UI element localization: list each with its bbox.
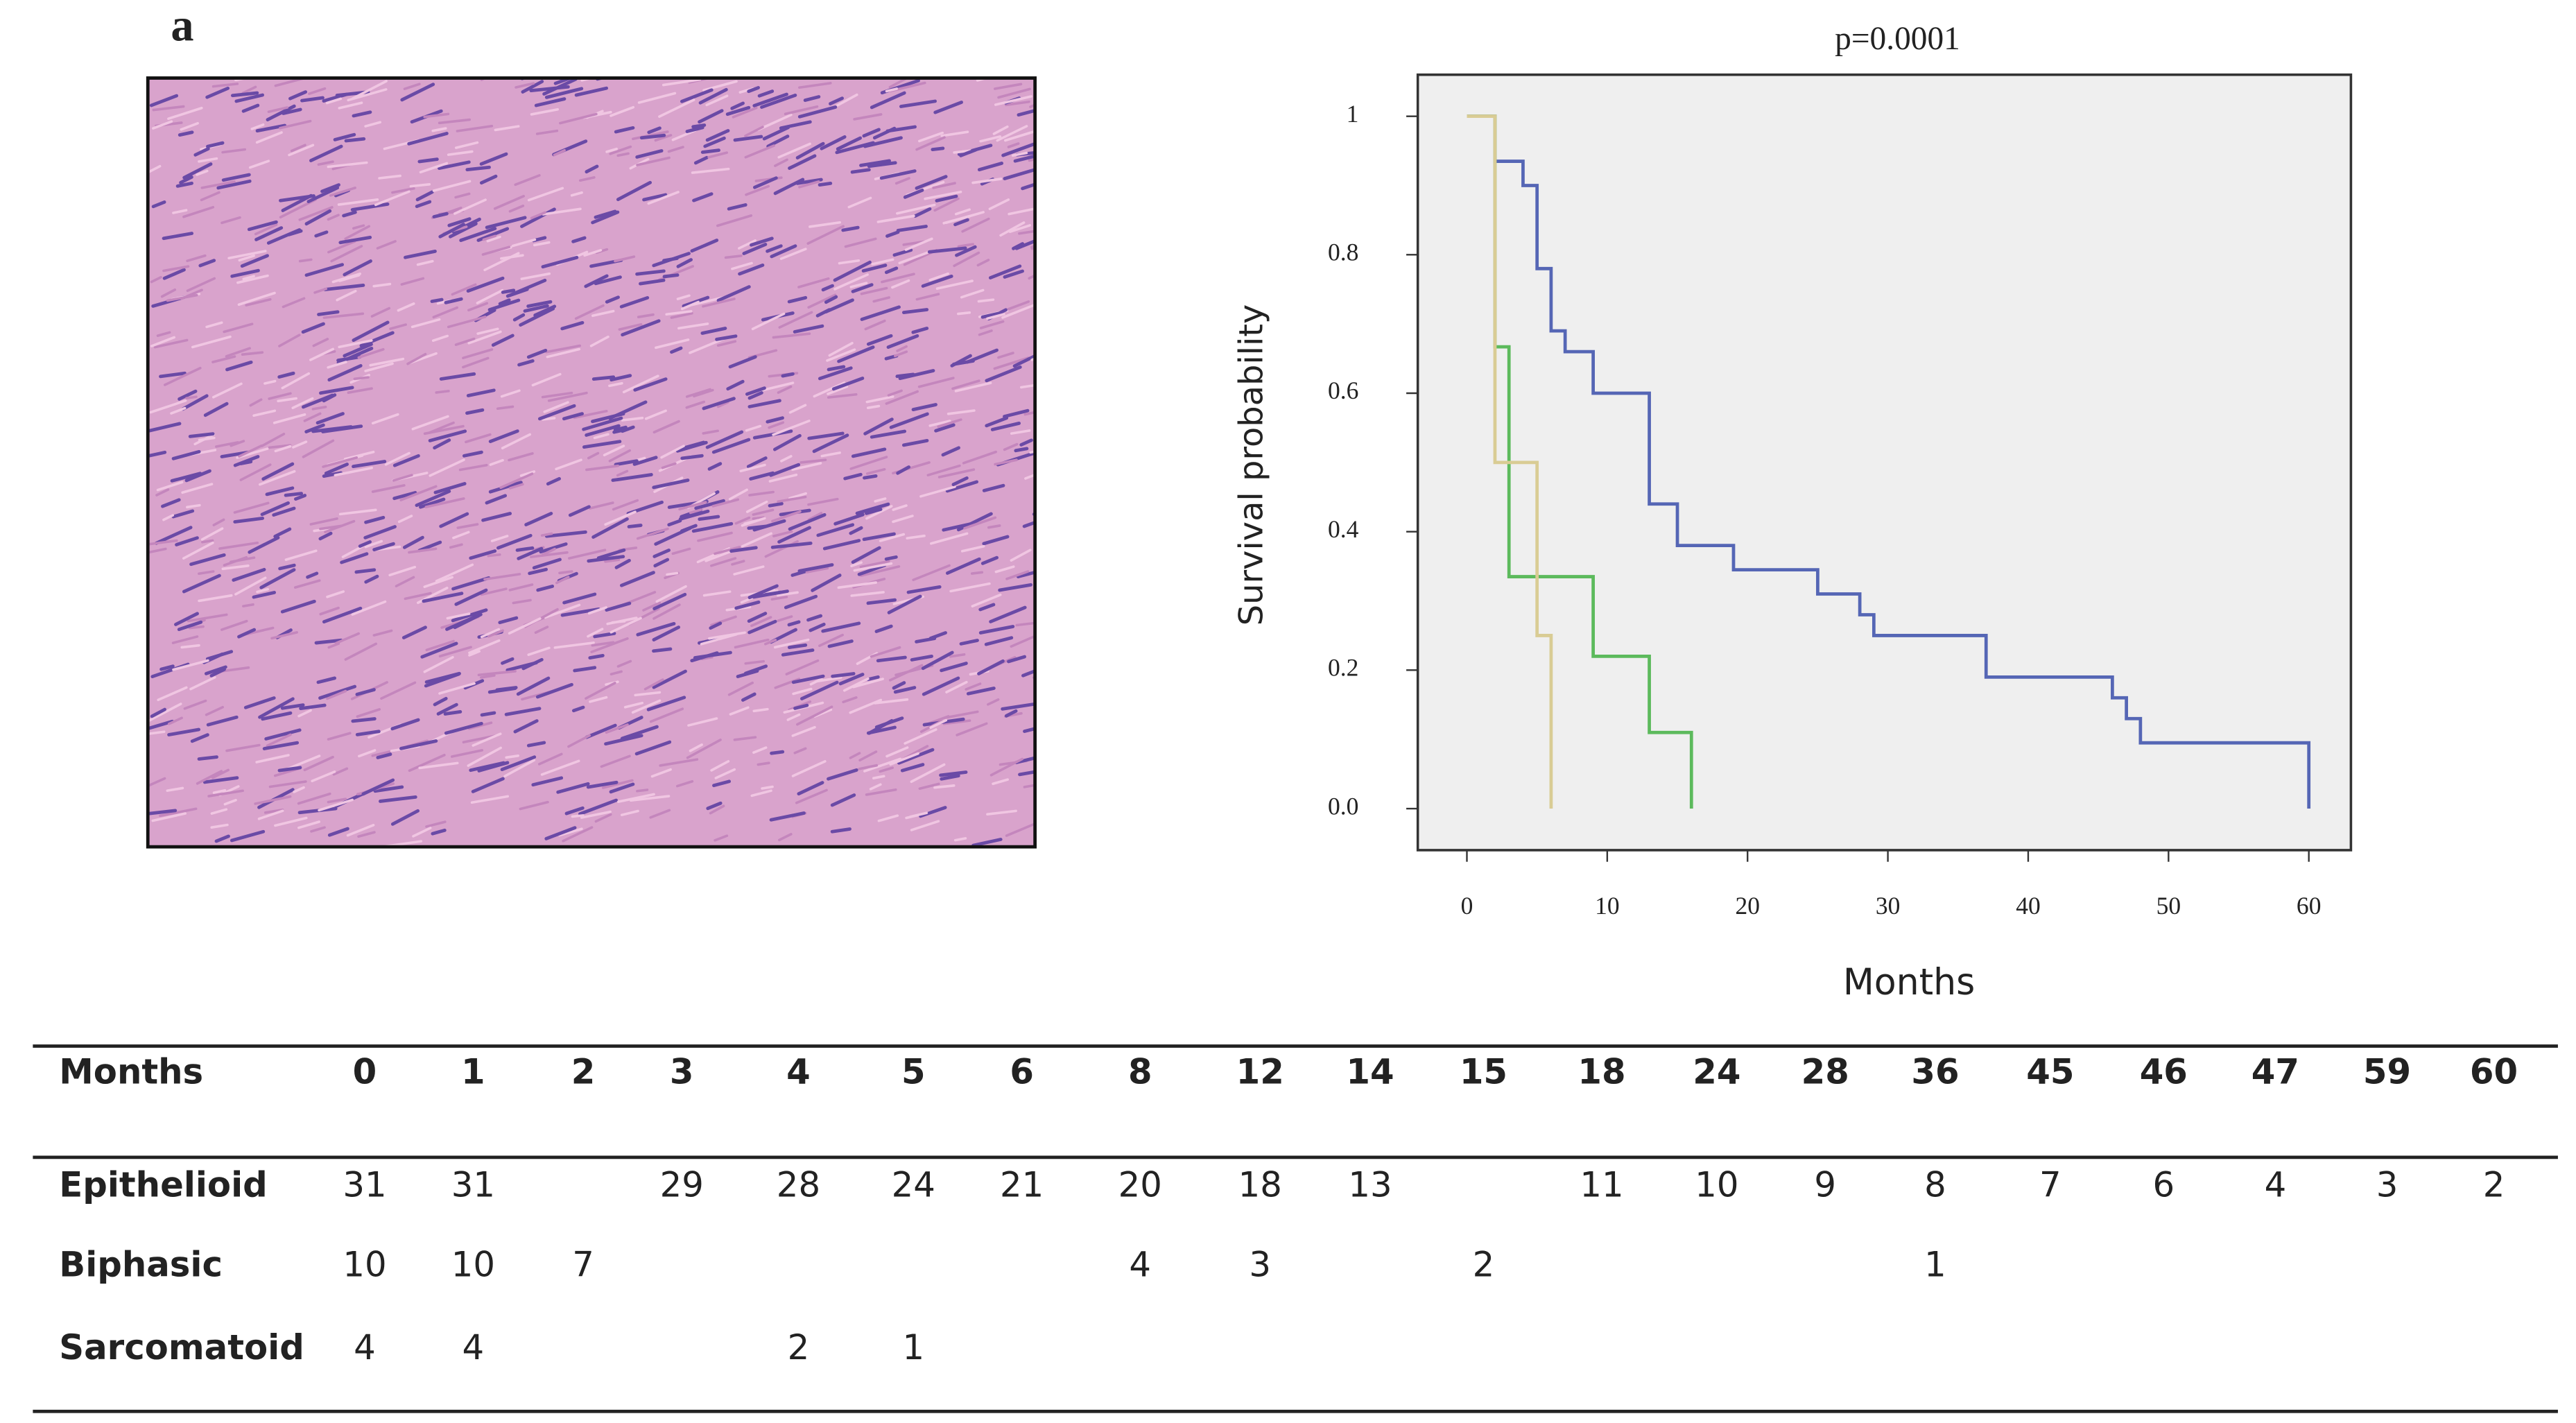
x-tick-label: 60 [2297, 892, 2322, 920]
table-header-cell: 5 [901, 1052, 926, 1092]
table-row-label: Biphasic [59, 1244, 223, 1284]
table-header-cell: 14 [1346, 1052, 1394, 1092]
table-header-cell: 3 [670, 1052, 694, 1092]
table-cell: 4 [1129, 1244, 1151, 1284]
table-header-cell: 12 [1236, 1052, 1284, 1092]
table-header-cell: 28 [1801, 1052, 1849, 1092]
table-header-cell: 18 [1577, 1052, 1625, 1092]
table-row-label: Epithelioid [59, 1164, 267, 1205]
table-cell: 7 [2039, 1164, 2061, 1205]
table-header-cell: 8 [1128, 1052, 1152, 1092]
table-cell: 21 [1000, 1164, 1044, 1205]
table-cell: 24 [892, 1164, 935, 1205]
y-tick-label: 0.2 [1328, 653, 1358, 681]
histology-background [148, 78, 1035, 847]
panel-label: a [171, 0, 193, 51]
table-cell: 3 [2376, 1164, 2398, 1205]
table-header-cell: 24 [1693, 1052, 1740, 1092]
table-cell: 2 [788, 1327, 810, 1368]
table-header-cell: 36 [1911, 1052, 1959, 1092]
table-cell: 1 [1924, 1244, 1946, 1284]
table-header-cell: 45 [2026, 1052, 2074, 1092]
table-cell: 9 [1814, 1164, 1836, 1205]
table-cell: 3 [1249, 1244, 1271, 1284]
x-tick-label: 10 [1595, 892, 1620, 920]
y-tick-label: 0.6 [1328, 377, 1358, 404]
table-cell: 7 [572, 1244, 594, 1284]
table-cell: 10 [1695, 1164, 1738, 1205]
x-tick-label: 20 [1735, 892, 1760, 920]
table-header-cell: 0 [353, 1052, 377, 1092]
table-cell: 28 [777, 1164, 820, 1205]
table-cell: 20 [1118, 1164, 1162, 1205]
y-tick-label: 0.4 [1328, 515, 1359, 543]
table-header-cell: 1 [461, 1052, 485, 1092]
table-row-label: Sarcomatoid [59, 1327, 304, 1368]
table-cell: 8 [1924, 1164, 1946, 1205]
plot-area [1416, 73, 2353, 852]
table-header-cell: 6 [1010, 1052, 1034, 1092]
x-axis-label: Months [1843, 961, 1976, 1003]
table-header-cell: 60 [2470, 1052, 2518, 1092]
histology-image [146, 76, 1037, 849]
table-cell: 1 [902, 1327, 924, 1368]
y-tick-label: 0.0 [1328, 792, 1358, 820]
table-cell: 4 [354, 1327, 376, 1368]
x-tick-label: 50 [2156, 892, 2181, 920]
table-cell: 18 [1238, 1164, 1282, 1205]
table-header-cell: 4 [786, 1052, 811, 1092]
x-tick-label: 40 [2016, 892, 2041, 920]
table-cell: 31 [451, 1164, 495, 1205]
table-cell: 11 [1580, 1164, 1623, 1205]
survival-curve [1467, 114, 1553, 809]
table-header-cell: 2 [571, 1052, 596, 1092]
y-tick-label: 0.8 [1328, 238, 1358, 266]
table-header-cell: 59 [2363, 1052, 2411, 1092]
table-cell: 13 [1348, 1164, 1392, 1205]
table-cell: 4 [2265, 1164, 2287, 1205]
table-cell: 2 [1473, 1244, 1495, 1284]
table-cell: 4 [463, 1327, 485, 1368]
table-cell: 6 [2152, 1164, 2175, 1205]
table-header-cell: 15 [1460, 1052, 1507, 1092]
y-axis-label: Survival probability [1233, 304, 1271, 626]
table-cell: 31 [343, 1164, 386, 1205]
table-cell: 29 [660, 1164, 704, 1205]
x-tick-label: 30 [1876, 892, 1901, 920]
survival-curve [1467, 114, 2311, 809]
y-tick-label: 1 [1347, 100, 1359, 128]
table-cell: 2 [2483, 1164, 2505, 1205]
x-tick-label: 0 [1461, 892, 1473, 920]
table-header-cell: 46 [2140, 1052, 2188, 1092]
histology-frame [146, 76, 1037, 849]
table-header-label: Months [59, 1052, 203, 1092]
table-cell: 10 [451, 1244, 495, 1284]
table-cell: 10 [343, 1244, 386, 1284]
chart-title: p=0.0001 [1835, 21, 1960, 57]
table-header-cell: 47 [2251, 1052, 2299, 1092]
